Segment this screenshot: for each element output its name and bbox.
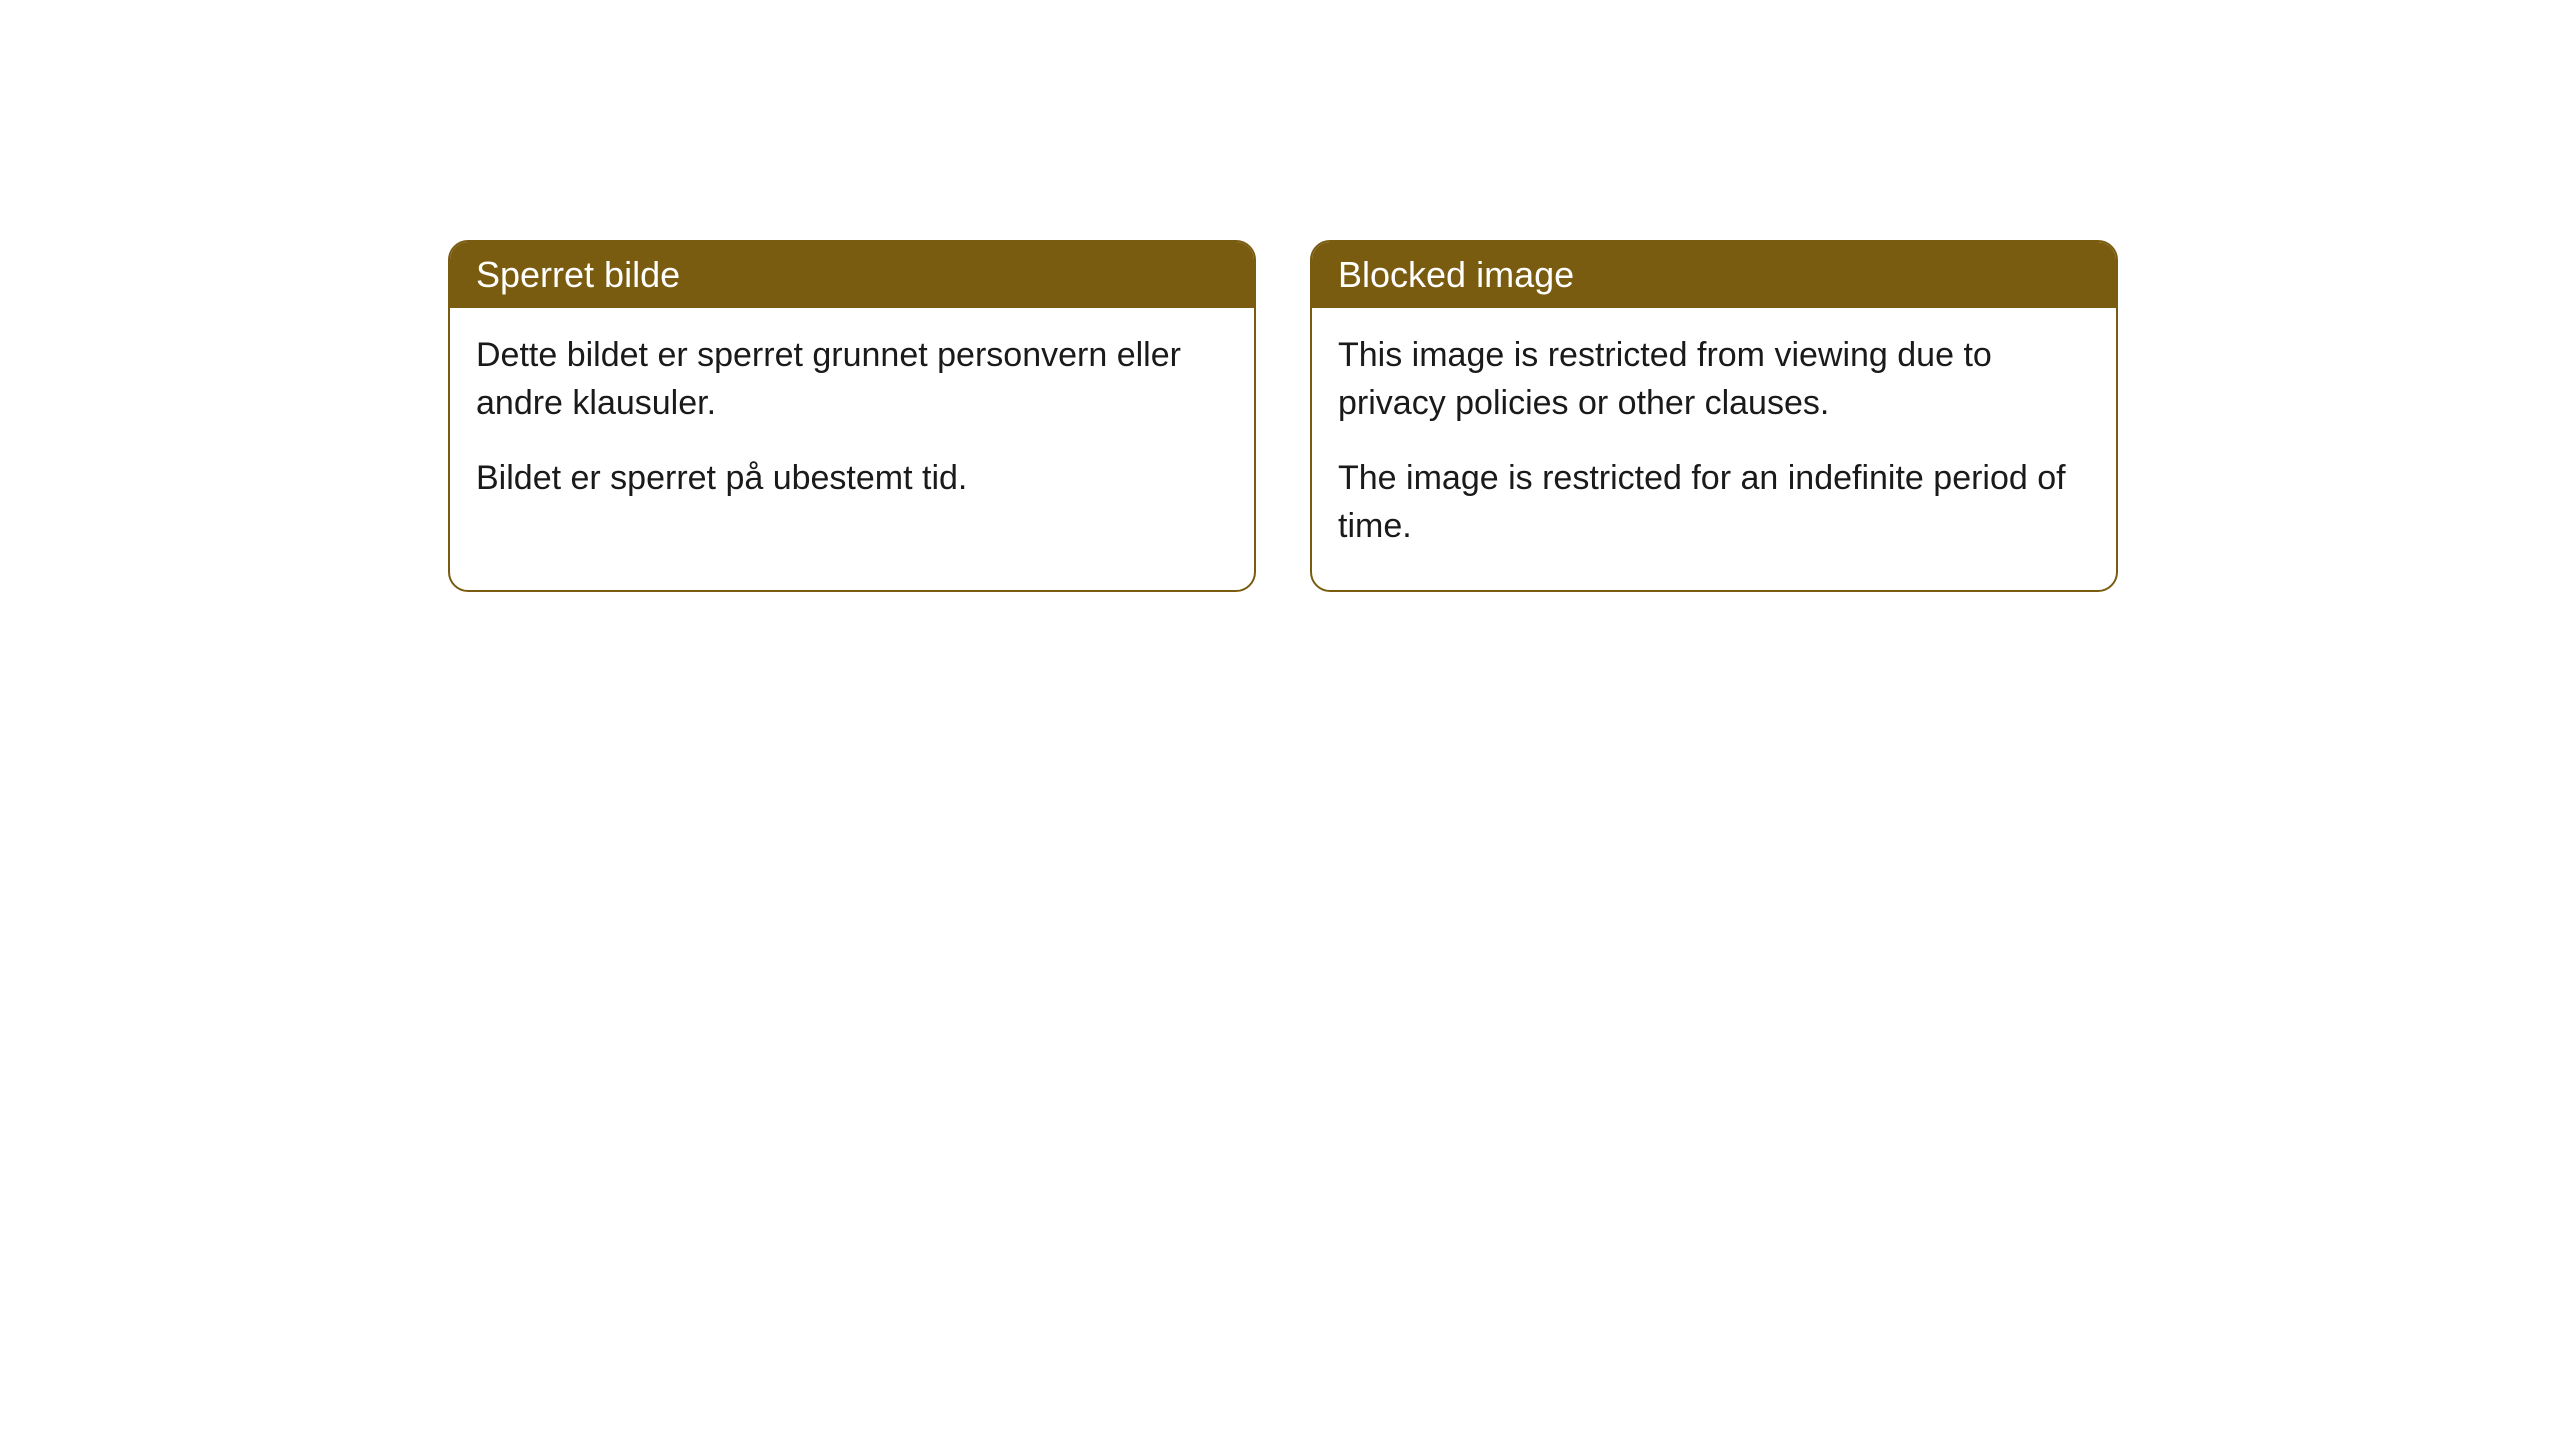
card-english: Blocked image This image is restricted f… <box>1310 240 2118 592</box>
card-paragraph-1-norwegian: Dette bildet er sperret grunnet personve… <box>476 332 1228 427</box>
card-header-english: Blocked image <box>1312 242 2116 308</box>
card-title-norwegian: Sperret bilde <box>476 254 680 295</box>
card-norwegian: Sperret bilde Dette bildet er sperret gr… <box>448 240 1256 592</box>
cards-container: Sperret bilde Dette bildet er sperret gr… <box>448 240 2118 592</box>
card-body-norwegian: Dette bildet er sperret grunnet personve… <box>450 308 1254 543</box>
card-paragraph-1-english: This image is restricted from viewing du… <box>1338 332 2090 427</box>
card-title-english: Blocked image <box>1338 254 1574 295</box>
card-body-english: This image is restricted from viewing du… <box>1312 308 2116 590</box>
card-paragraph-2-norwegian: Bildet er sperret på ubestemt tid. <box>476 455 1228 503</box>
card-paragraph-2-english: The image is restricted for an indefinit… <box>1338 455 2090 550</box>
card-header-norwegian: Sperret bilde <box>450 242 1254 308</box>
